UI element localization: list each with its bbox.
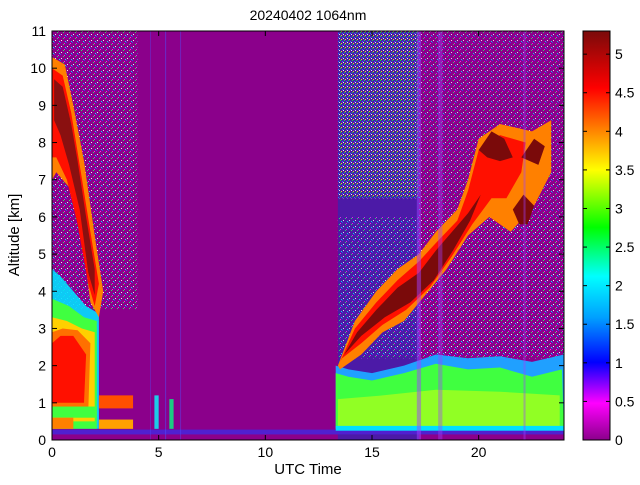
late-vertical-streak-1: [416, 31, 422, 440]
colorbar-tick-label: 1: [615, 355, 623, 371]
y-tick-label: 8: [38, 135, 46, 151]
x-axis-label: UTC Time: [274, 461, 342, 478]
surface-line: [52, 429, 564, 435]
colorbar-tick-label: 0.5: [615, 393, 635, 409]
colorbar-tick-label: 2: [615, 278, 623, 294]
y-tick-label: 7: [38, 172, 46, 188]
upper-cloud-core-3: [521, 138, 545, 165]
colorbar-tick-label: 2.5: [615, 239, 635, 255]
y-tick-label: 2: [38, 358, 46, 374]
early-low-layer: [98, 395, 134, 409]
early-cloud-core: [54, 79, 95, 295]
y-tick-label: 4: [38, 283, 46, 299]
y-axis-label: Altitude [km]: [6, 194, 23, 277]
vertical-streak-1: [165, 31, 167, 440]
colorbar-tick-label: 0: [615, 432, 623, 448]
x-tick-label: 20: [471, 444, 487, 460]
y-tick-label: 10: [30, 60, 46, 76]
late-surface-cyan: [335, 425, 564, 431]
colorbar-tick-label: 4: [615, 123, 623, 139]
late-bl-yellowgreen: [337, 389, 560, 427]
plot-frame: [51, 30, 565, 441]
noise-region-upper: [337, 31, 419, 199]
y-tick-label: 9: [38, 97, 46, 113]
colorbar-tick-label: 3.5: [615, 162, 635, 178]
colorbar: [582, 30, 611, 441]
y-tick-label: 6: [38, 209, 46, 225]
y-tick-label: 11: [31, 23, 46, 39]
x-tick-label: 15: [364, 444, 380, 460]
colorbar-ticks: 0 0.5 1 1.5 2 2.5 3 3.5 4 4.5 5: [583, 46, 635, 448]
vertical-streak-2: [180, 31, 182, 440]
y-tick-label: 3: [38, 320, 46, 336]
y-tick-label: 1: [38, 395, 46, 411]
late-vertical-streak-3: [523, 31, 526, 440]
late-cloud-core: [342, 194, 481, 359]
colorbar-tick-label: 3: [615, 200, 623, 216]
y-tick-label: 5: [38, 246, 46, 262]
early-surface-green: [52, 406, 97, 418]
x-tick-label: 10: [258, 444, 274, 460]
mid-aerosol-strip-2: [169, 399, 174, 429]
x-axis: 0 5 10 15 20: [48, 31, 487, 460]
mid-aerosol-strip-1: [154, 395, 159, 429]
early-bl-red: [52, 335, 87, 403]
y-axis: 0 1 2 3 4 5 6 7 8 9 10 11: [30, 23, 564, 448]
x-tick-label: 0: [48, 444, 56, 460]
upper-cloud-core-1: [478, 131, 513, 162]
early-surface-orange: [52, 417, 74, 429]
vertical-streak-3: [150, 31, 151, 440]
colorbar-tick-label: 4.5: [615, 85, 635, 101]
upper-cloud-core-2: [512, 194, 535, 225]
late-vertical-streak-2: [438, 31, 443, 440]
colorbar-tick-label: 1.5: [615, 316, 635, 332]
y-tick-label: 0: [38, 432, 46, 448]
x-tick-label: 5: [155, 444, 163, 460]
colorbar-tick-label: 5: [615, 46, 623, 62]
chart-title: 20240402 1064nm: [250, 7, 367, 23]
heatmap-plot-area: [52, 31, 564, 440]
early-low-aerosol: [98, 419, 134, 429]
